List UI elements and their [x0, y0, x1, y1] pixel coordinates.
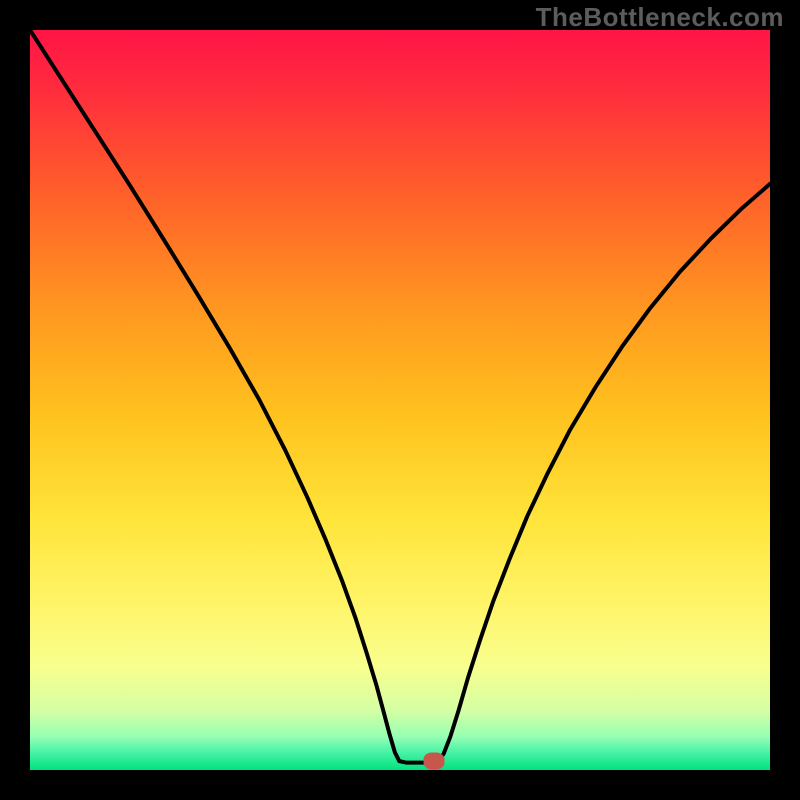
plot-area	[30, 30, 770, 770]
chart-stage: TheBottleneck.com	[0, 0, 800, 800]
watermark-text: TheBottleneck.com	[536, 2, 784, 33]
bottleneck-marker	[424, 753, 445, 770]
